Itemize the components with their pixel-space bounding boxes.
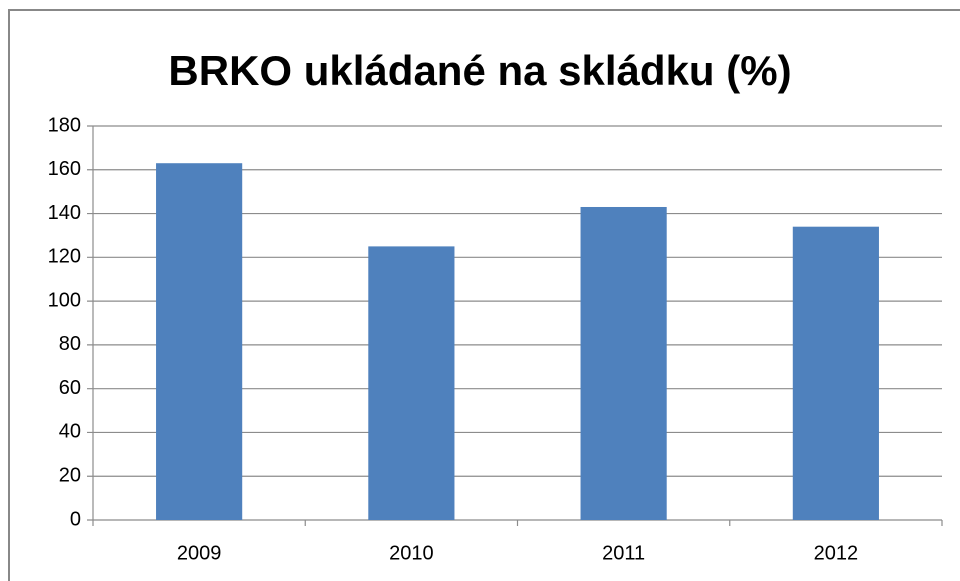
y-tick-label: 140 (48, 202, 81, 224)
y-tick-label: 0 (70, 508, 81, 530)
y-tick-label: 40 (59, 421, 81, 443)
bar (156, 163, 243, 520)
x-tick-label: 2009 (177, 542, 222, 564)
x-tick-label: 2010 (389, 542, 434, 564)
y-tick-label: 160 (48, 158, 81, 180)
bar (368, 246, 455, 520)
y-tick-label: 60 (59, 377, 81, 399)
bar (580, 206, 667, 520)
y-tick-label: 100 (48, 289, 81, 311)
bar (792, 226, 879, 520)
x-tick-label: 2011 (602, 542, 645, 564)
y-tick-label: 20 (59, 465, 81, 487)
y-tick-label: 180 (48, 114, 81, 136)
chart-title: BRKO ukládané na skládku (%) (168, 47, 791, 94)
x-tick-label: 2012 (814, 542, 859, 564)
y-tick-label: 120 (48, 246, 81, 268)
y-tick-label: 80 (59, 333, 81, 355)
